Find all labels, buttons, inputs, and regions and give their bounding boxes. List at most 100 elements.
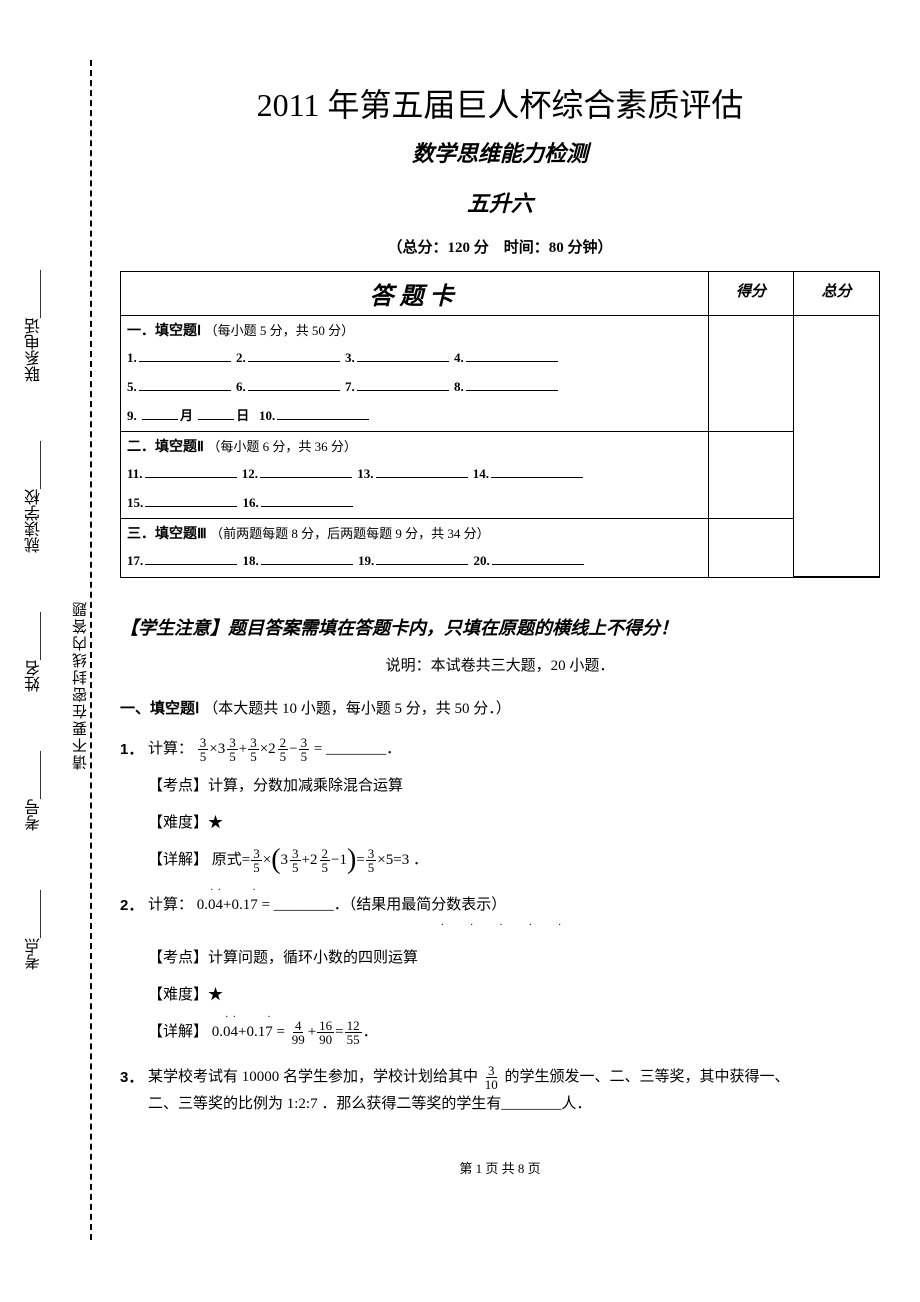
ans-num: 11. — [127, 466, 143, 481]
ans-num: 19. — [358, 553, 374, 568]
q1-tag-point: 【考点】计算，分数加减乘除混合运算 — [148, 773, 880, 800]
answer-line: 5. 6. 7. 8. — [127, 376, 702, 398]
blank — [145, 465, 237, 478]
detail-label: 【详解】 — [148, 1024, 208, 1040]
binding-side-labels: 考点______ 考号______ 姓名______ 就读学校______ 联系… — [26, 240, 44, 1000]
sec3-title: 三．填空题Ⅲ — [127, 527, 207, 542]
q1-prefix: 计算： — [148, 741, 193, 757]
ans-num: 12. — [242, 466, 258, 481]
ans-num: 17. — [127, 553, 143, 568]
fraction: 1690 — [317, 1019, 334, 1046]
sec3-hint: （前两题每题 8 分，后两题每题 9 分，共 34 分） — [210, 526, 490, 541]
fraction: 310 — [483, 1064, 500, 1091]
period: ． — [363, 1024, 378, 1040]
fraction: 35 — [248, 736, 259, 763]
blank — [261, 552, 353, 565]
q3-body: 某学校考试有 10000 名学生参加，学校计划给其中 310 的学生颁发一、二、… — [148, 1064, 880, 1118]
question-2: 2． 计算： 0.04+0.17 = ________．（结果用最简分数表示） … — [120, 892, 880, 1046]
sec1-hint: （每小题 5 分，共 50 分） — [205, 323, 355, 338]
q1-number: 1． — [120, 736, 148, 874]
score-cell — [709, 519, 794, 576]
star-icon: ★ — [208, 987, 223, 1003]
q2-body: 计算： 0.04+0.17 = ________．（结果用最简分数表示） ···… — [148, 892, 880, 1046]
answer-line: 11. 12. 13. 14. — [127, 463, 702, 485]
ans-num: 6. — [236, 379, 246, 394]
side-field: 就读学校______ — [23, 441, 47, 553]
fraction: 35 — [251, 847, 262, 874]
level-label: 【难度】 — [148, 815, 208, 831]
blank — [198, 407, 234, 420]
seal-line-note: 请不要在密封线内答题 — [70, 600, 91, 770]
mixed-number: 225 — [268, 736, 289, 763]
subtitle-2: 五升六 — [120, 186, 880, 218]
ans-num: 18. — [243, 553, 259, 568]
ans-num: 7. — [345, 379, 355, 394]
blank — [142, 407, 178, 420]
section-1-desc: （本大题共 10 小题，每小题 5 分，共 50 分．） — [203, 701, 511, 717]
ans-num: 14. — [473, 466, 489, 481]
q1-body: 计算： 35×335+35×225−35 = ________． 【考点】计算，… — [148, 736, 880, 874]
question-3: 3． 某学校考试有 10000 名学生参加，学校计划给其中 310 的学生颁发一… — [120, 1064, 880, 1118]
blank — [357, 378, 449, 391]
side-field: 联系电话______ — [23, 270, 47, 382]
subtitle-1: 数学思维能力检测 — [120, 136, 880, 168]
ans-num: 8. — [454, 379, 464, 394]
level-label: 【难度】 — [148, 987, 208, 1003]
fraction: 35 — [198, 736, 209, 763]
notice-sub: 说明：本试卷共三大题，20 小题． — [120, 654, 880, 675]
section-1-heading: 一、填空题Ⅰ （本大题共 10 小题，每小题 5 分，共 50 分．） — [120, 697, 880, 718]
card-section-2: 二．填空题Ⅱ （每小题 6 分，共 36 分） 11. 12. 13. 14. … — [121, 432, 709, 519]
answer-card: 答题卡 得分 总分 一．填空题Ⅰ （每小题 5 分，共 50 分） 1. 2. … — [120, 271, 880, 578]
blank — [376, 552, 468, 565]
q2-tag-point: 【考点】计算问题，循环小数的四则运算 — [148, 945, 880, 972]
side-field: 姓名______ — [23, 612, 47, 692]
label-day: 日 — [236, 408, 249, 423]
score-cell — [709, 432, 794, 519]
sec1-title: 一．填空题Ⅰ — [127, 324, 201, 339]
ans-num: 9. — [127, 408, 137, 423]
ellipsis-dots: ····· — [148, 917, 880, 935]
ans-num: 13. — [357, 466, 373, 481]
q2-number: 2． — [120, 892, 148, 1046]
detail-label: 【详解】 — [148, 852, 208, 868]
blank — [248, 349, 340, 362]
card-title: 答题卡 — [121, 272, 709, 316]
mixed-number: 335 — [218, 736, 239, 763]
q1-detail: 【详解】 原式=35×(335+225−1)=35×5=3 ． — [148, 847, 880, 874]
ans-num: 20. — [474, 553, 490, 568]
blank — [145, 552, 237, 565]
seal-dashed-line — [90, 60, 92, 1240]
blank — [260, 465, 352, 478]
section-1-title: 一、填空题Ⅰ — [120, 701, 199, 717]
ans-num: 16. — [243, 495, 259, 510]
blank — [277, 407, 369, 420]
blank — [466, 349, 558, 362]
q3-text-c: 二、三等奖的比例为 1:2:7 ．那么获得二等奖的学生有________人． — [148, 1096, 591, 1112]
answer-line: 9. 月 日 10. — [127, 405, 702, 427]
card-section-1: 一．填空题Ⅰ （每小题 5 分，共 50 分） 1. 2. 3. 4. 5. 6… — [121, 316, 709, 432]
blank — [492, 552, 584, 565]
blank — [248, 378, 340, 391]
card-section-3: 三．填空题Ⅲ （前两题每题 8 分，后两题每题 9 分，共 34 分） 17. … — [121, 519, 709, 576]
student-notice: 【学生注意】题目答案需填在答题卡内，只填在原题的横线上不得分！ — [120, 614, 880, 640]
blank — [261, 494, 353, 507]
q1-tag-level: 【难度】★ — [148, 810, 880, 837]
blank — [491, 465, 583, 478]
star-icon: ★ — [208, 815, 223, 831]
sec2-hint: （每小题 6 分，共 36 分） — [207, 439, 357, 454]
q3-text-b: 的学生颁发一、二、三等奖，其中获得一、 — [505, 1069, 790, 1085]
ans-num: 4. — [454, 350, 464, 365]
blank — [357, 349, 449, 362]
fraction: 35 — [366, 847, 377, 874]
card-score-header: 得分 — [709, 272, 794, 316]
q2-prefix: 计算： — [148, 897, 193, 913]
detail-tail: =3 ． — [393, 852, 428, 868]
fraction: 35 — [299, 736, 310, 763]
blank — [145, 494, 237, 507]
side-field: 考点______ — [23, 890, 47, 970]
paren-group: (335+225−1) — [271, 847, 356, 874]
blank — [139, 349, 231, 362]
main-title: 2011 年第五届巨人杯综合素质评估 — [120, 80, 880, 126]
ans-num: 3. — [345, 350, 355, 365]
q2-mid: = ________．（结果用最简分数表示） — [261, 897, 506, 913]
